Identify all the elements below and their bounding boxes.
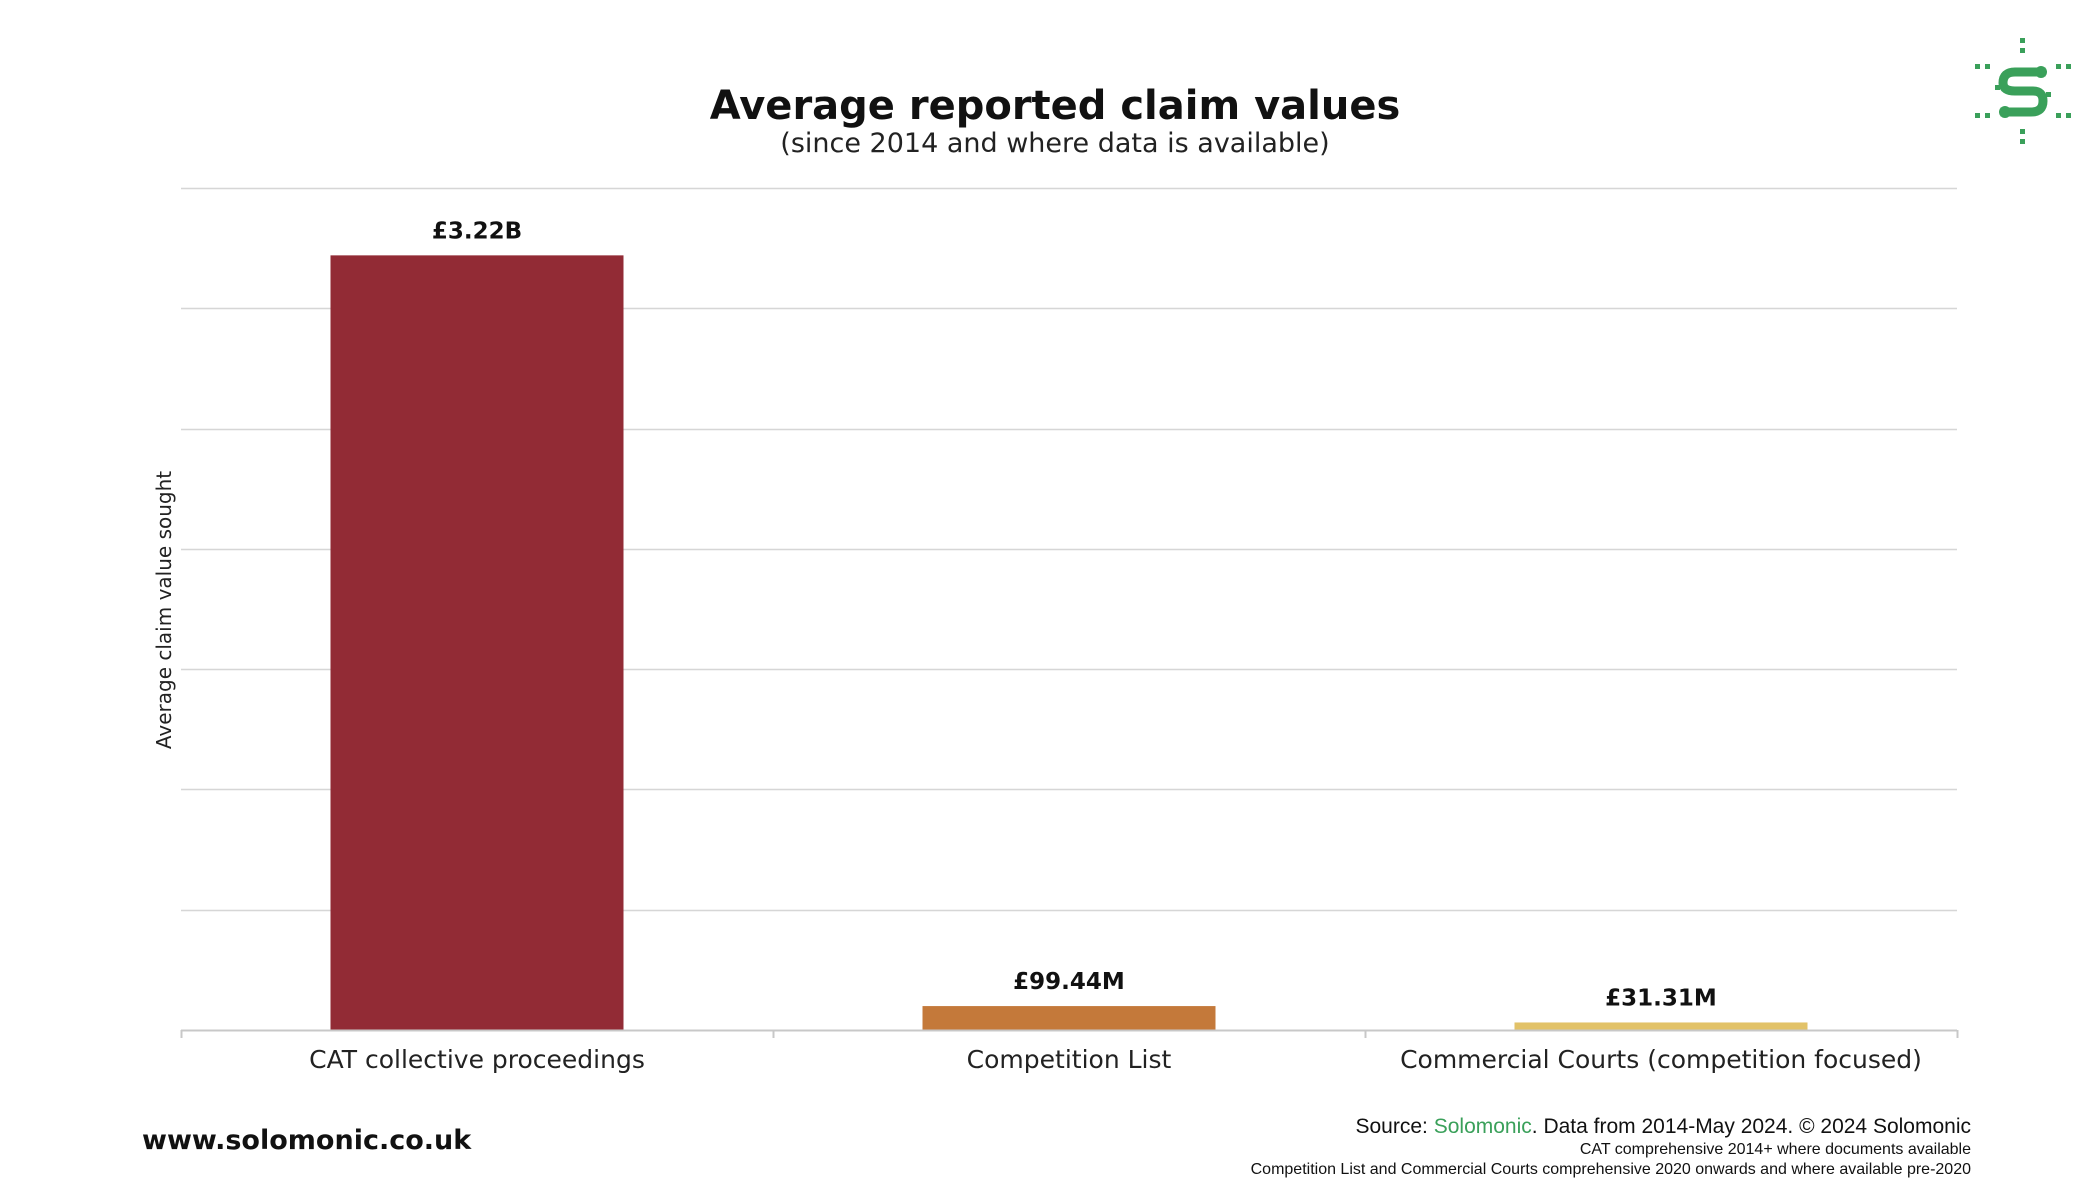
labels: £3.22B CAT collective proceedings £99.44M C… xyxy=(309,218,1922,1074)
source-brand: Solomonic xyxy=(1433,1115,1532,1138)
x-tick-label-2: Competition List xyxy=(967,1045,1172,1074)
source-note-1: CAT comprehensive 2014+ where documents … xyxy=(1579,1141,1971,1158)
y-axis-label: Average claim value sought xyxy=(152,471,176,749)
source-suffix: . Data from 2014-May 2024. © 2024 Solomo… xyxy=(1531,1115,1971,1138)
source-prefix: Source: xyxy=(1355,1115,1434,1138)
data-label-2: £99.44M xyxy=(1013,969,1125,995)
bar-1 xyxy=(330,255,624,1031)
chart-subtitle: (since 2014 and where data is available) xyxy=(780,128,1329,159)
solomonic-logo-icon xyxy=(1975,38,2071,144)
bar-2 xyxy=(922,1006,1216,1030)
source-note-2: Competition List and Commercial Courts c… xyxy=(1250,1161,1971,1178)
data-label-1: £3.22B xyxy=(432,218,522,244)
website-url: www.solomonic.co.uk xyxy=(142,1125,472,1156)
x-tick-label-3: Commercial Courts (competition focused) xyxy=(1400,1045,1922,1074)
x-axis xyxy=(180,1029,1959,1038)
source-footer: Source: Solomonic. Data from 2014-May 20… xyxy=(1251,1114,1971,1180)
data-label-3: £31.31M xyxy=(1605,985,1717,1011)
source-line: Source: Solomonic. Data from 2014-May 20… xyxy=(1251,1114,1972,1140)
bars xyxy=(330,255,1808,1031)
x-tick-label-1: CAT collective proceedings xyxy=(309,1045,645,1074)
bar-3 xyxy=(1514,1022,1808,1030)
chart-title: Average reported claim values xyxy=(710,83,1401,129)
